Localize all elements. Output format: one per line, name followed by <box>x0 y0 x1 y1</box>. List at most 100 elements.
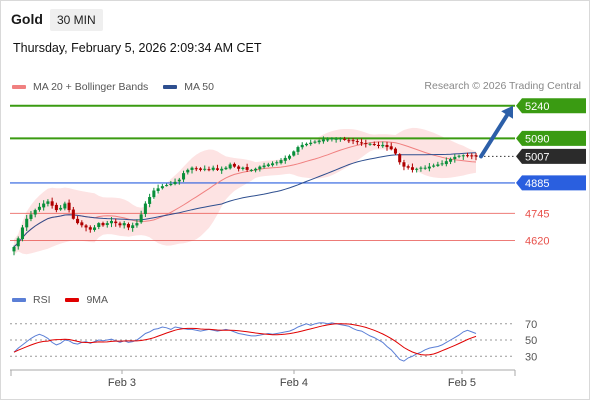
legend-label-rsi: RSI <box>33 294 51 306</box>
candle-body <box>67 202 71 211</box>
candle-body <box>93 227 97 230</box>
chart-datetime: Thursday, February 5, 2026 2:09:34 AM CE… <box>13 41 262 55</box>
candle-body <box>88 227 92 230</box>
candle-body <box>186 169 190 173</box>
title-bar: Gold 30 MIN <box>0 4 590 34</box>
level-label-5090: 5090 <box>525 133 549 145</box>
candle-body <box>42 203 46 208</box>
candle-body <box>139 214 143 223</box>
candle-body <box>254 168 258 171</box>
candle-body <box>415 168 419 170</box>
candle-body <box>376 144 381 146</box>
candle-body <box>25 218 29 228</box>
candle-body <box>20 227 25 240</box>
candle-body <box>194 168 198 170</box>
candle-body <box>275 162 279 164</box>
candle-body <box>453 156 457 160</box>
candle-body <box>16 238 20 247</box>
research-credit: Research © 2026 Trading Central <box>424 80 581 92</box>
level-labels: 5240 5090 5007 4885 4745 4620 <box>516 98 586 247</box>
bollinger-band-fill <box>14 127 476 255</box>
candle-body <box>131 225 135 229</box>
candle-body <box>292 151 296 156</box>
instrument-title: Gold <box>11 11 43 27</box>
candle-body <box>317 140 321 143</box>
candle-body <box>355 141 359 143</box>
candle-body <box>50 201 54 206</box>
bollinger-bands <box>14 127 476 255</box>
legend-item-9ma: 9MA <box>65 294 108 306</box>
candle-body <box>203 168 207 170</box>
candle-body <box>321 139 325 142</box>
candle-body <box>224 167 228 170</box>
x-axis: Feb 3 Feb 4 Feb 5 <box>10 369 516 389</box>
candle-body <box>241 167 245 169</box>
level-tag-5007 <box>516 148 586 164</box>
candle-body <box>143 203 147 215</box>
candle-body <box>211 167 215 170</box>
candle-body <box>313 141 317 143</box>
rsi-panel: 70 50 30 <box>10 319 537 363</box>
candle-body <box>351 140 355 142</box>
candle-body <box>470 155 474 157</box>
candle-body <box>177 179 181 182</box>
candle-body <box>326 139 330 141</box>
legend-swatch-9ma <box>65 298 80 302</box>
candle-body <box>287 155 292 159</box>
candle-body <box>33 210 37 215</box>
candle-body <box>249 169 253 171</box>
candle-body <box>360 142 364 144</box>
level-tag-5240 <box>516 98 586 114</box>
candle-body <box>461 155 465 157</box>
projection-arrow <box>479 105 513 159</box>
candle-body <box>105 223 109 226</box>
candle-body <box>296 147 300 152</box>
candle-body <box>368 143 372 145</box>
candle-body <box>347 140 351 142</box>
candle-body <box>474 155 478 157</box>
candle-body <box>169 184 173 185</box>
candle-body <box>152 190 156 198</box>
legend-item-rsi: RSI <box>12 294 51 306</box>
candlestick-series <box>12 136 478 256</box>
candle-body <box>410 167 414 170</box>
candle-body <box>457 155 461 157</box>
candle-body <box>160 186 164 189</box>
candle-body <box>173 181 177 185</box>
candle-body <box>71 209 75 219</box>
candle-body <box>283 157 287 161</box>
candle-body <box>309 142 313 145</box>
candle-body <box>402 162 406 167</box>
timeframe-badge[interactable]: 30 MIN <box>50 9 103 31</box>
candle-body <box>207 169 211 171</box>
legend-item-ma50: MA 50 <box>163 81 214 93</box>
candle-body <box>372 144 376 146</box>
candle-body <box>423 167 427 169</box>
legend-label-ma20: MA 20 + Bollinger Bands <box>33 81 149 93</box>
candle-body <box>271 163 275 166</box>
candle-body <box>101 223 105 226</box>
rsi-9ma-line <box>13 323 477 356</box>
candle-body <box>449 159 453 162</box>
candle-body <box>215 168 219 170</box>
candle-body <box>381 144 385 147</box>
projection-arrow-shaft <box>479 113 510 159</box>
candle-body <box>37 206 41 210</box>
candle-body <box>237 166 241 169</box>
candle-body <box>444 161 448 165</box>
candle-body <box>334 138 338 140</box>
candle-body <box>46 201 50 204</box>
level-label-4885: 4885 <box>525 178 549 190</box>
candle-body <box>262 165 266 168</box>
candle-body <box>109 220 114 224</box>
level-label-4745: 4745 <box>525 208 549 220</box>
x-tick-label: Feb 5 <box>448 377 476 389</box>
candle-body <box>389 146 393 150</box>
legend-label-9ma: 9MA <box>86 294 109 306</box>
level-tag-5090 <box>516 130 586 146</box>
candle-body <box>432 165 436 167</box>
rsi-tick-label-30: 30 <box>525 351 537 363</box>
candle-body <box>76 218 80 224</box>
projection-arrow-head <box>501 105 513 119</box>
candle-body <box>245 167 249 170</box>
